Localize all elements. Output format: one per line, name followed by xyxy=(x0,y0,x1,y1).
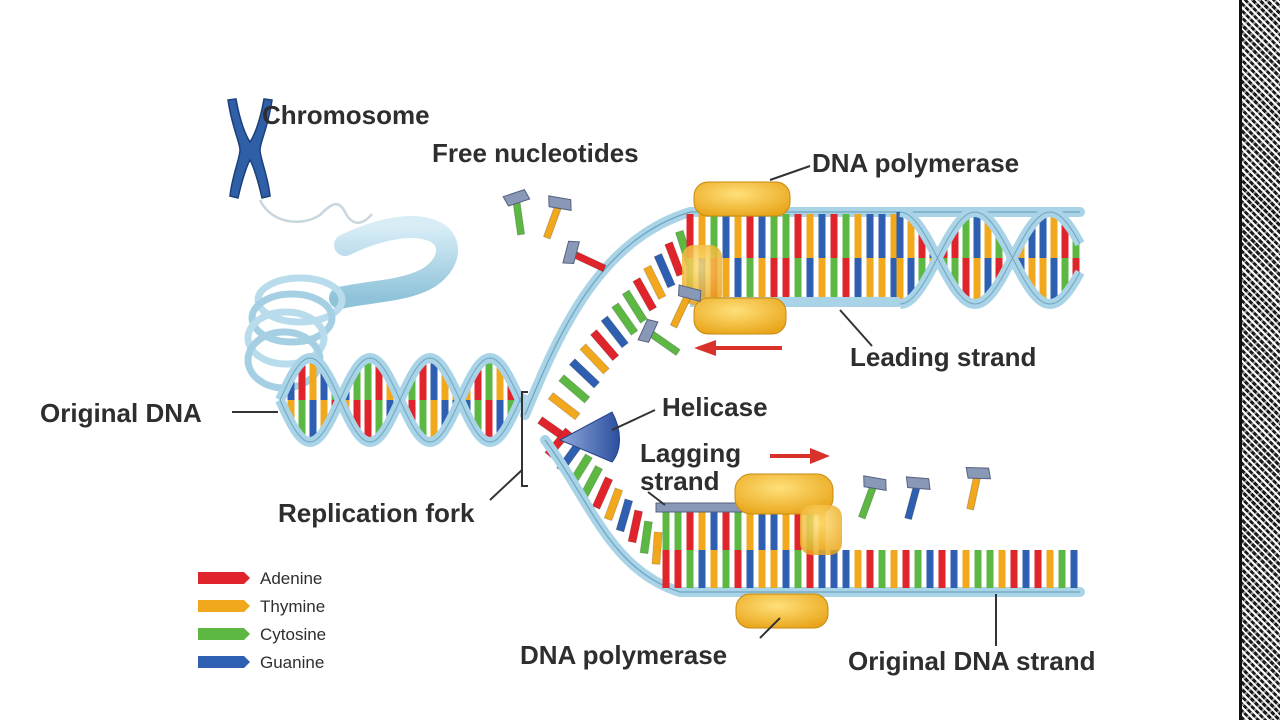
legend-label-cytosine: Cytosine xyxy=(260,625,326,644)
leader-lines xyxy=(232,165,997,646)
original-dna-helix xyxy=(275,352,528,448)
original-dna-label: Original DNA xyxy=(40,398,202,428)
upper-template-outline xyxy=(524,211,1080,416)
chromatin-thread xyxy=(258,199,373,224)
dna-polymerase-bottom-label: DNA polymerase xyxy=(520,640,727,670)
replication-fork-label: Replication fork xyxy=(278,498,475,528)
lagging-strand-bases xyxy=(662,512,1078,588)
base-legend: Adenine Thymine Cytosine Guanine xyxy=(198,569,326,672)
dna-polymerase-bottom-enzyme xyxy=(734,473,842,629)
leading-strand-label: Leading strand xyxy=(850,342,1036,372)
free-nucleotides-label: Free nucleotides xyxy=(432,138,639,168)
legend-label-adenine: Adenine xyxy=(260,569,322,588)
dna-polymerase-top-label: DNA polymerase xyxy=(812,148,1019,178)
replication-fork-bracket xyxy=(521,391,528,487)
legend-swatch-guanine xyxy=(198,656,250,668)
legend-swatch-cytosine xyxy=(198,628,250,640)
lagging-strand-label-line2: strand xyxy=(640,466,719,496)
lagging-direction-arrow xyxy=(770,448,830,464)
original-dna-strand-label: Original DNA strand xyxy=(848,646,1096,676)
dna-polymerase-top-enzyme xyxy=(682,181,791,335)
free-nucleotides-group xyxy=(502,189,992,521)
chromosome-icon xyxy=(227,98,273,199)
legend-label-thymine: Thymine xyxy=(260,597,325,616)
lagging-strand-label-line1: Lagging xyxy=(640,438,741,468)
legend-swatch-adenine xyxy=(198,572,250,584)
helicase-enzyme xyxy=(558,411,620,463)
chromosome-label: Chromosome xyxy=(262,100,430,130)
legend-swatch-thymine xyxy=(198,600,250,612)
leading-strand-helix xyxy=(686,206,1085,310)
helicase-label: Helicase xyxy=(662,392,768,422)
leading-direction-arrow xyxy=(694,340,782,356)
frame-edge-line xyxy=(1239,0,1242,720)
legend-label-guanine: Guanine xyxy=(260,653,324,672)
decorative-frame-border xyxy=(1242,0,1280,720)
